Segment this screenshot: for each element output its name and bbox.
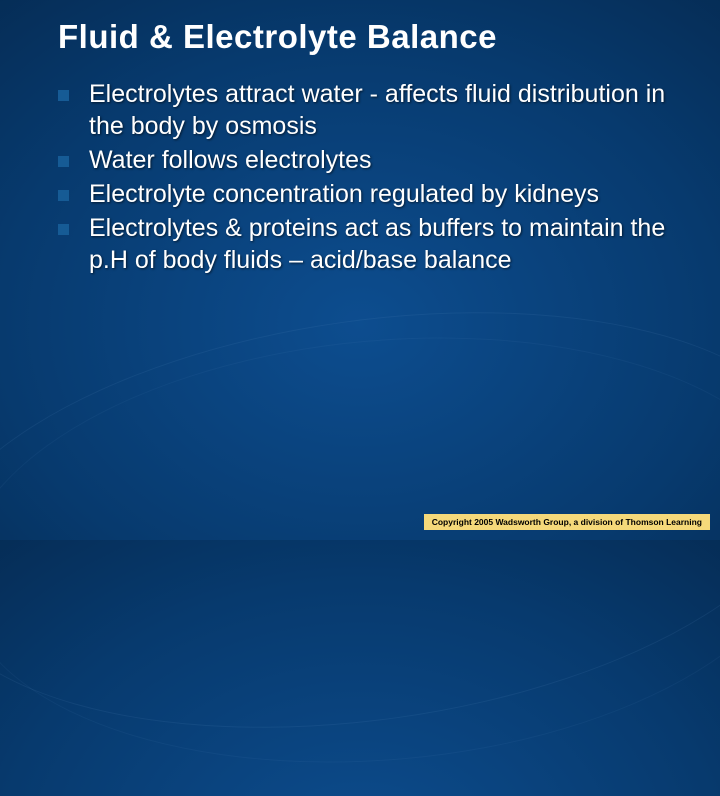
bullet-marker-icon (58, 224, 69, 235)
bullet-item: Electrolytes attract water - affects flu… (50, 78, 670, 142)
bullet-marker-icon (58, 190, 69, 201)
bullet-item: Water follows electrolytes (50, 144, 670, 176)
bullet-text: Electrolytes & proteins act as buffers t… (89, 212, 670, 276)
decorative-swoosh-2 (0, 304, 720, 796)
bullet-marker-icon (58, 90, 69, 101)
bullet-item: Electrolytes & proteins act as buffers t… (50, 212, 670, 276)
bullet-text: Electrolytes attract water - affects flu… (89, 78, 670, 142)
slide-title: Fluid & Electrolyte Balance (0, 0, 720, 78)
bullet-item: Electrolyte concentration regulated by k… (50, 178, 670, 210)
bullet-text: Electrolyte concentration regulated by k… (89, 178, 599, 210)
slide-content: Electrolytes attract water - affects flu… (0, 78, 720, 276)
bullet-text: Water follows electrolytes (89, 144, 372, 176)
bullet-marker-icon (58, 156, 69, 167)
copyright-label: Copyright 2005 Wadsworth Group, a divisi… (424, 514, 710, 530)
